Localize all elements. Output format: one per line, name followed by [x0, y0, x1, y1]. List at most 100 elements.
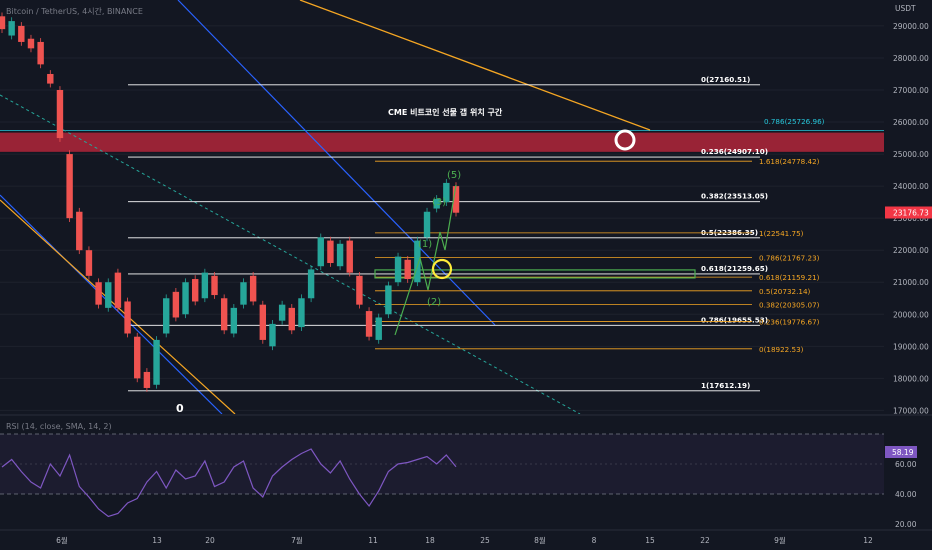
- trend-line-upper: [299, 0, 651, 131]
- rsi-axis: 60.00 40.00 20.00: [895, 460, 917, 529]
- date-axis[interactable]: 6월 13 20 7월 11 18 25 8월 8 15 22 9월 12: [56, 535, 873, 545]
- candle-body[interactable]: [394, 256, 402, 283]
- fib-label-white: 1(17612.19): [701, 381, 750, 390]
- fib-label-orange: 0(18922.53): [759, 345, 804, 354]
- fib-label-white: 0(27160.51): [701, 75, 750, 84]
- candle-body[interactable]: [143, 371, 151, 388]
- candle-body[interactable]: [278, 304, 286, 321]
- candle-body[interactable]: [201, 272, 209, 299]
- candle-body[interactable]: [153, 339, 160, 385]
- rsi-tick-label: 60.00: [895, 460, 917, 469]
- fib-label-orange: 0.786(21767.23): [759, 254, 820, 263]
- candle-body[interactable]: [327, 240, 334, 264]
- rsi-pane[interactable]: [1, 448, 457, 518]
- candle-body[interactable]: [240, 282, 247, 305]
- candle-body[interactable]: [336, 243, 344, 267]
- candle-body[interactable]: [66, 154, 73, 219]
- channel-line-upper: [177, 0, 496, 326]
- date-tick-label: 8월: [534, 535, 546, 545]
- price-tick-label: 20000.00: [893, 310, 929, 319]
- date-tick-label: 8: [592, 536, 597, 545]
- date-tick-label: 20: [205, 536, 215, 545]
- price-tick-label: 23000.00: [893, 214, 929, 223]
- rsi-tick-label: 20.00: [895, 520, 917, 529]
- date-tick-label: 25: [480, 536, 490, 545]
- candle-body[interactable]: [56, 89, 64, 139]
- rsi-line: [1, 448, 457, 518]
- rsi-last-badge: 58.19: [885, 446, 917, 458]
- date-tick-label: 15: [645, 536, 655, 545]
- price-tick-label: 21000.00: [893, 278, 929, 287]
- price-axis[interactable]: 29000.00 28000.00 27000.00 26000.00 25000.00…: [893, 22, 929, 415]
- candle-body[interactable]: [385, 285, 392, 315]
- date-tick-label: 7월: [291, 535, 303, 545]
- candle-body[interactable]: [404, 259, 411, 280]
- candle-body[interactable]: [443, 182, 450, 203]
- candle-body[interactable]: [76, 211, 83, 251]
- candle-body[interactable]: [433, 198, 440, 209]
- highlight-circle-yellow: [431, 258, 453, 280]
- cme-gap-zone: [0, 132, 884, 152]
- fib-label-orange: 0.5(20732.14): [759, 287, 811, 296]
- candle-body[interactable]: [220, 298, 228, 331]
- date-tick-label: 18: [425, 536, 435, 545]
- price-tick-label: 17000.00: [893, 406, 929, 415]
- rsi-title: RSI (14, close, SMA, 14, 2): [6, 422, 112, 431]
- channel-midline: [0, 94, 581, 414]
- candle-body[interactable]: [191, 279, 199, 302]
- candle-body[interactable]: [163, 298, 170, 334]
- green-band: [374, 269, 696, 279]
- candles[interactable]: [0, 12, 460, 392]
- last-price-badge: 23176.73: [885, 206, 932, 219]
- candle-body[interactable]: [375, 317, 382, 340]
- candle-body[interactable]: [18, 25, 25, 42]
- candle-body[interactable]: [423, 211, 431, 238]
- candle-body[interactable]: [269, 323, 276, 347]
- elliott-wave-path: [394, 184, 457, 336]
- candle-body[interactable]: [27, 38, 35, 49]
- candle-body[interactable]: [105, 282, 112, 308]
- fib-label-white: 0.786(19655.53): [701, 315, 768, 324]
- candle-body[interactable]: [182, 282, 189, 315]
- candle-body[interactable]: [356, 275, 363, 305]
- candle-body[interactable]: [37, 41, 44, 65]
- candle-body[interactable]: [0, 16, 6, 30]
- fib-label-orange: 0.618(21159.21): [759, 273, 820, 282]
- candle-body[interactable]: [95, 282, 102, 305]
- candle-body[interactable]: [211, 275, 218, 296]
- candle-body[interactable]: [172, 291, 180, 318]
- fib-label-white: 0.5(22386.35): [701, 228, 758, 237]
- fib-label-orange: 0.236(19776.67): [759, 317, 820, 326]
- candle-body[interactable]: [414, 240, 421, 283]
- candle-body[interactable]: [317, 237, 324, 267]
- candle-body[interactable]: [452, 186, 460, 213]
- fib-label-white: 0.236(24907.10): [701, 147, 768, 156]
- candle-body[interactable]: [249, 275, 257, 302]
- last-price-value: 23176.73: [893, 208, 929, 217]
- fib-label-white: 0.618(21259.65): [701, 264, 768, 273]
- candle-body[interactable]: [124, 301, 131, 334]
- candle-body[interactable]: [114, 272, 122, 308]
- candle-body[interactable]: [85, 250, 93, 276]
- date-tick-label: 11: [368, 536, 378, 545]
- candle-body[interactable]: [288, 307, 295, 331]
- candle-body[interactable]: [307, 269, 315, 299]
- candle-body[interactable]: [47, 73, 54, 84]
- date-tick-label: 9월: [774, 535, 786, 545]
- wave-label-3: (3): [432, 197, 446, 208]
- candle-body[interactable]: [365, 311, 373, 337]
- price-tick-label: 19000.00: [893, 342, 929, 351]
- candle-body[interactable]: [8, 21, 15, 36]
- candle-body[interactable]: [346, 240, 353, 273]
- candle-body[interactable]: [259, 304, 267, 340]
- candle-body[interactable]: [134, 336, 141, 379]
- price-tick-label: 27000.00: [893, 86, 929, 95]
- date-tick-label: 12: [863, 536, 873, 545]
- candle-body[interactable]: [230, 307, 238, 334]
- candle-body[interactable]: [298, 298, 305, 328]
- wave-label-1: (1): [418, 239, 432, 250]
- price-tick-label: 25000.00: [893, 150, 929, 159]
